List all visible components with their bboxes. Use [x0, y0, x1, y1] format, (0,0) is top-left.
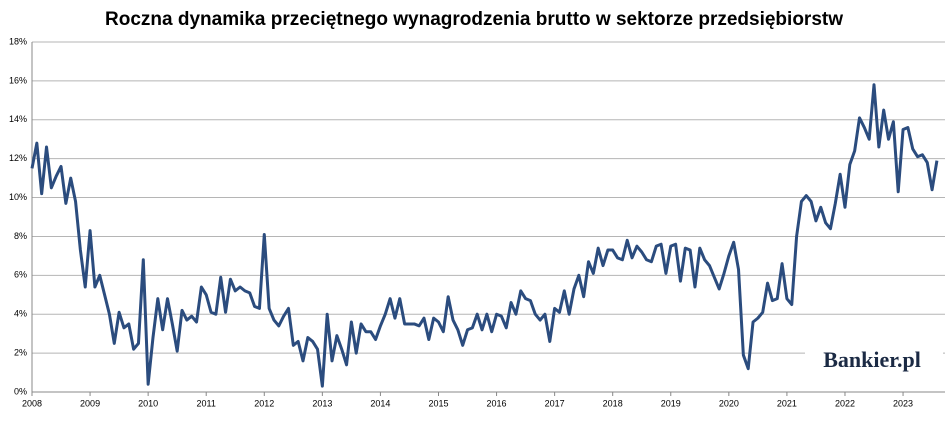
x-tick-label: 2022: [835, 398, 855, 408]
x-tick-label: 2016: [487, 398, 507, 408]
y-tick-label: 8%: [14, 231, 27, 241]
x-tick-label: 2014: [370, 398, 390, 408]
x-tick-label: 2009: [80, 398, 100, 408]
x-tick-label: 2015: [428, 398, 448, 408]
x-tick-label: 2023: [893, 398, 913, 408]
y-tick-label: 2%: [14, 347, 27, 357]
x-tick-label: 2008: [22, 398, 42, 408]
x-tick-label: 2010: [138, 398, 158, 408]
watermark: Bankier.pl: [823, 347, 921, 372]
x-tick-label: 2018: [603, 398, 623, 408]
y-tick-label: 18%: [9, 36, 27, 46]
chart-title: Roczna dynamika przeciętnego wynagrodzen…: [105, 9, 843, 30]
x-tick-label: 2013: [312, 398, 332, 408]
y-tick-label: 4%: [14, 309, 27, 319]
x-tick-label: 2019: [661, 398, 681, 408]
x-tick-label: 2012: [254, 398, 274, 408]
y-tick-label: 0%: [14, 386, 27, 396]
x-tick-label: 2017: [545, 398, 565, 408]
x-tick-label: 2021: [777, 398, 797, 408]
y-tick-label: 10%: [9, 192, 27, 202]
watermark-box: [805, 346, 943, 378]
y-tick-label: 14%: [9, 114, 27, 124]
y-tick-label: 6%: [14, 270, 27, 280]
x-tick-label: 2011: [197, 398, 216, 408]
y-tick-label: 12%: [9, 153, 27, 163]
y-tick-label: 16%: [9, 75, 27, 85]
x-tick-label: 2020: [719, 398, 739, 408]
data-line: [30, 83, 939, 388]
